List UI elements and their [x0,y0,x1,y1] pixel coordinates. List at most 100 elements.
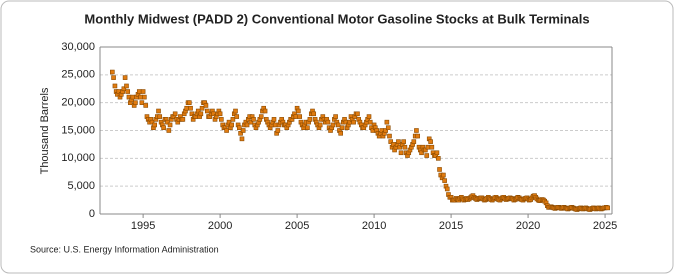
data-point [142,94,147,100]
data-point [180,117,186,122]
data-point [384,119,390,125]
data-point [138,94,143,100]
data-point [139,100,145,105]
data-point [385,125,391,131]
data-point [112,83,118,89]
data-point [143,103,149,108]
data-point [238,130,243,136]
data-point [402,144,408,150]
data-point [157,114,163,119]
x-tick-label: 2025 [593,220,617,232]
data-point [244,122,250,128]
x-tick-label: 2015 [439,220,463,232]
data-point [396,139,401,144]
data-point [367,119,373,125]
data-point [387,133,392,139]
x-tick-label: 2005 [285,220,309,232]
data-point [248,119,254,125]
data-point [233,108,238,114]
data-point [317,122,323,128]
x-tick-label: 2020 [516,220,540,232]
data-point [388,139,394,144]
y-tick-label: 20,000 [61,97,95,109]
data-point [237,125,242,131]
data-point [437,167,442,172]
data-point [442,178,447,183]
data-point [339,125,345,131]
data-point [219,117,224,122]
data-point [330,122,336,128]
data-point [366,114,372,119]
data-point [152,122,157,128]
data-point [124,83,129,89]
y-tick-label: 15,000 [61,124,95,136]
data-point [383,128,388,133]
data-point [436,156,441,161]
data-point [605,205,610,211]
data-point [167,122,173,128]
data-point [195,108,201,114]
data-point [355,111,360,117]
data-point [203,103,209,108]
data-point [111,75,116,80]
data-point [425,144,431,150]
data-point [325,119,331,125]
data-point [140,89,146,94]
data-point [297,114,303,119]
data-point [166,128,172,133]
data-point [156,108,161,114]
data-point [351,119,356,125]
data-point [189,111,195,117]
x-tick-label: 1995 [131,220,155,232]
data-point [136,89,142,94]
data-point [199,105,205,111]
data-point [275,128,281,133]
data-point [205,108,210,114]
data-point [296,108,301,114]
data-point [161,125,166,131]
data-point [125,89,131,94]
data-point [401,139,406,144]
data-point [441,172,446,178]
data-point [258,114,264,119]
data-point [172,111,178,117]
data-point [188,105,193,111]
data-point [311,111,317,117]
data-point [423,147,428,153]
y-axis-label: Thousand Barrels [39,87,51,174]
data-point [444,186,450,192]
data-point [293,114,299,119]
data-point [234,114,240,119]
data-point [414,128,419,133]
data-point [411,139,417,144]
data-point [428,139,433,144]
data-point [240,128,246,133]
data-point [122,75,128,80]
x-tick-label: 2000 [208,220,232,232]
data-point [397,144,403,150]
data-point [149,119,155,125]
data-point [419,150,424,156]
data-point [121,86,127,92]
data-point [230,117,236,122]
data-point [187,100,192,105]
data-point [110,69,115,75]
data-point [262,108,268,114]
data-point [429,144,435,150]
data-point [224,128,229,133]
data-point [133,100,138,105]
data-point [272,122,278,128]
y-tick-label: 25,000 [61,69,95,81]
y-tick-label: 0 [89,208,95,220]
x-tick-label: 2010 [362,220,386,232]
data-point [338,130,343,136]
y-tick-label: 5,000 [67,180,95,192]
data-point [271,117,277,122]
data-point [307,117,313,122]
data-point [335,122,341,128]
y-tick-label: 30,000 [61,41,95,53]
data-point [198,111,204,117]
data-point [305,125,310,131]
